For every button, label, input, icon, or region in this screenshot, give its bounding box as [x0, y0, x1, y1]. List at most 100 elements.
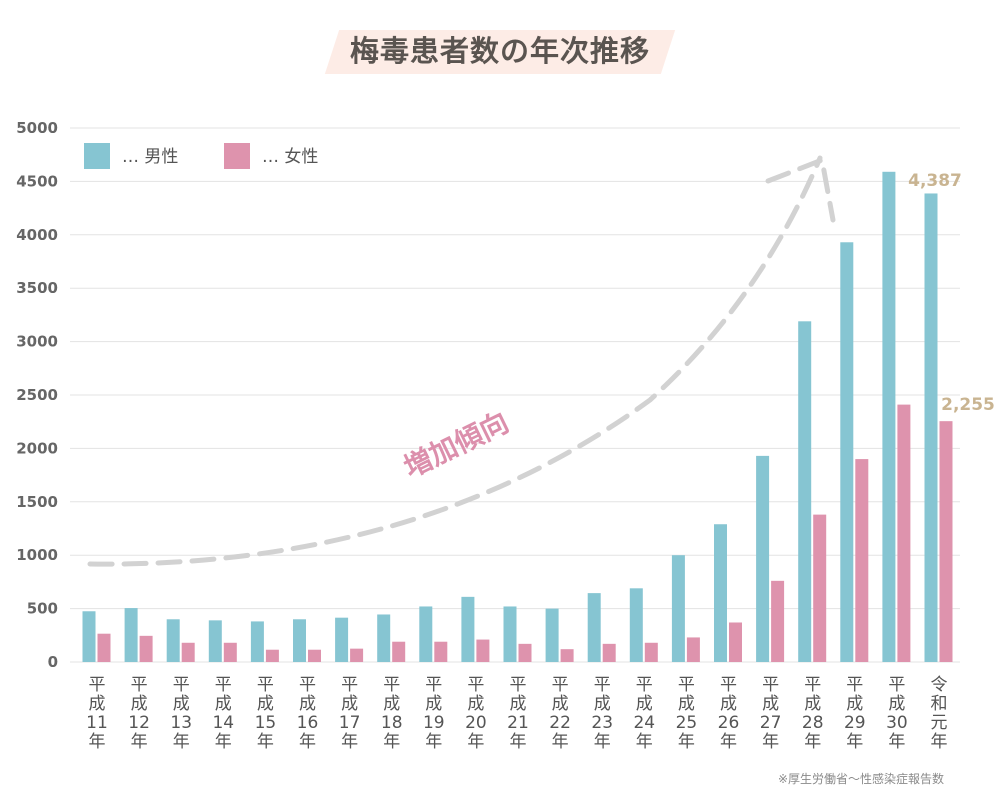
bar-female [686, 637, 700, 662]
x-tick-label: 年 [931, 732, 948, 752]
x-tick-label: 平 [383, 675, 400, 695]
x-tick-label: 25 [676, 713, 698, 733]
bar-female [139, 635, 153, 662]
x-tick-label: 21 [507, 713, 529, 733]
x-tick-label: 和 [931, 694, 948, 714]
x-tick-label: 年 [299, 732, 316, 752]
bar-male [208, 620, 222, 662]
x-tick-label: 平 [510, 675, 527, 695]
x-tick-label: 成 [846, 694, 863, 714]
x-tick-label: 平 [341, 675, 358, 695]
x-tick-label: 22 [549, 713, 571, 733]
x-tick-label: 成 [215, 694, 232, 714]
x-tick-label: 平 [89, 675, 106, 695]
x-tick-label: 成 [131, 694, 148, 714]
bar-female [350, 648, 364, 662]
x-tick-label: 平 [636, 675, 653, 695]
x-tick-label: 成 [636, 694, 653, 714]
x-tick-label: 年 [131, 732, 148, 752]
bar-male [419, 606, 433, 662]
x-tick-label: 18 [381, 713, 403, 733]
x-tick-label: 成 [173, 694, 190, 714]
bar-male [335, 617, 349, 662]
x-tick-label: 年 [215, 732, 232, 752]
x-tick-label: 成 [299, 694, 316, 714]
y-tick-label: 1000 [16, 546, 58, 564]
x-tick-label: 年 [383, 732, 400, 752]
x-tick-label: 19 [423, 713, 445, 733]
bar-female [181, 642, 195, 662]
y-tick-label: 1500 [16, 493, 58, 511]
x-tick-label: 令 [931, 675, 948, 695]
bar-male [503, 606, 517, 662]
x-tick-label: 年 [467, 732, 484, 752]
bar-male [882, 171, 896, 662]
x-tick-label: 成 [888, 694, 905, 714]
x-tick-label: 元 [931, 713, 948, 733]
x-tick-label: 30 [886, 713, 908, 733]
x-tick-label: 平 [846, 675, 863, 695]
x-tick-label: 成 [762, 694, 779, 714]
bar-female [308, 649, 321, 662]
bar-male [124, 608, 138, 662]
x-tick-label: 平 [888, 675, 905, 695]
x-tick-label: 23 [591, 713, 613, 733]
x-tick-label: 平 [720, 675, 737, 695]
x-tick-label: 成 [720, 694, 737, 714]
legend-label: … 男性 [122, 147, 178, 167]
x-tick-label: 年 [678, 732, 695, 752]
x-tick-label: 平 [552, 675, 569, 695]
data-label: 4,387 [908, 171, 962, 191]
x-tick-label: 年 [257, 732, 274, 752]
data-label: 2,255 [941, 395, 995, 415]
legend-swatch [84, 143, 110, 169]
bar-female [602, 643, 616, 662]
x-tick-label: 成 [467, 694, 484, 714]
x-tick-label: 平 [131, 675, 148, 695]
bar-female [939, 421, 953, 662]
trend-annotation: 増加傾向 [399, 406, 514, 485]
bar-female [729, 622, 742, 662]
legend-swatch [224, 143, 250, 169]
bar-male [587, 593, 601, 662]
bar-male [166, 619, 180, 662]
x-tick-label: 平 [594, 675, 611, 695]
x-tick-label: 成 [89, 694, 106, 714]
x-tick-label: 17 [339, 713, 361, 733]
x-tick-label: 16 [297, 713, 319, 733]
x-tick-label: 29 [844, 713, 866, 733]
x-tick-label: 成 [552, 694, 569, 714]
bar-female [644, 642, 658, 662]
x-tick-label: 成 [425, 694, 442, 714]
bar-male [756, 455, 770, 662]
x-tick-label: 平 [762, 675, 779, 695]
bar-female [813, 514, 827, 662]
x-tick-label: 平 [173, 675, 190, 695]
bar-female [265, 649, 279, 662]
x-tick-label: 平 [467, 675, 484, 695]
legend-label: … 女性 [262, 147, 318, 167]
bar-female [771, 580, 785, 662]
x-tick-label: 年 [89, 732, 106, 752]
bar-male [714, 524, 727, 662]
bar-female [223, 642, 237, 662]
source-note: ※厚生労働省〜性感染症報告数 [777, 772, 944, 786]
bar-female [97, 633, 111, 662]
x-tick-label: 平 [257, 675, 274, 695]
bar-female [518, 643, 532, 662]
x-tick-label: 年 [720, 732, 737, 752]
bar-female [897, 404, 911, 662]
x-tick-label: 14 [212, 713, 234, 733]
x-tick-label: 成 [341, 694, 358, 714]
trend-arrowhead [765, 156, 836, 223]
x-tick-label: 成 [383, 694, 400, 714]
chart-title: 梅毒患者数の年次推移 [349, 34, 650, 68]
bar-male [250, 621, 264, 662]
y-tick-label: 4000 [16, 226, 58, 244]
x-tick-label: 平 [425, 675, 442, 695]
y-tick-label: 2000 [16, 439, 58, 457]
x-tick-label: 成 [510, 694, 527, 714]
x-tick-label: 年 [173, 732, 190, 752]
bar-male [545, 608, 559, 662]
